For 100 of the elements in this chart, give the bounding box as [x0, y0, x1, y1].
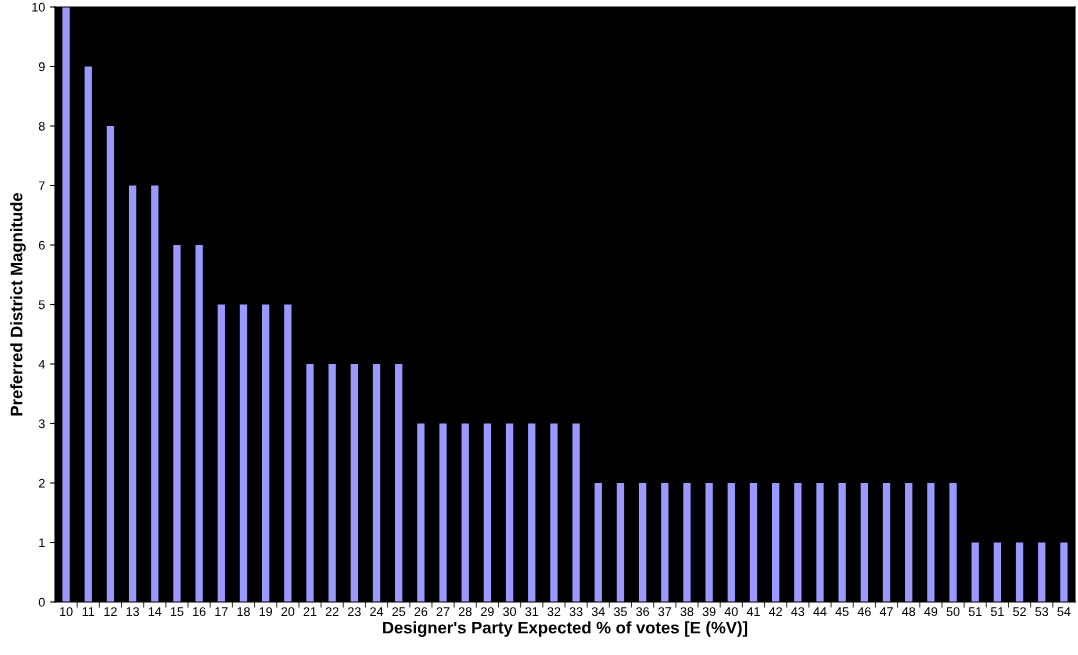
y-tick-label: 1: [39, 538, 45, 548]
bar: [173, 245, 181, 602]
x-tick-label: 17: [215, 607, 228, 616]
bar: [483, 423, 492, 602]
y-tick-label: 10: [32, 2, 45, 12]
x-tick-label: 24: [370, 607, 384, 616]
bar: [128, 185, 137, 602]
x-tick-label: 21: [303, 607, 317, 616]
bar: [838, 483, 846, 602]
bar: [1015, 542, 1024, 602]
x-tick-label: 27: [436, 607, 450, 616]
x-tick-label: 51: [968, 607, 982, 617]
x-tick-label: 41: [746, 607, 760, 616]
bar: [217, 304, 225, 602]
bar: [816, 483, 824, 602]
bar: [638, 483, 647, 602]
y-tick-label: 9: [38, 62, 45, 72]
x-tick-label: 14: [148, 607, 162, 616]
bar: [151, 185, 159, 602]
bar: [62, 7, 70, 602]
bar: [239, 304, 248, 602]
x-tick-label: 25: [392, 607, 406, 617]
x-tick-label: 52: [1013, 607, 1026, 617]
bar: [395, 364, 403, 602]
bar: [328, 364, 336, 602]
x-tick-label: 28: [458, 607, 472, 617]
bar: [594, 483, 602, 602]
bar: [84, 66, 92, 602]
x-tick-label: 12: [104, 607, 117, 616]
bar: [417, 423, 425, 602]
x-tick-label: 51: [990, 607, 1004, 617]
x-tick-label: 43: [791, 607, 805, 617]
x-tick-label: 44: [813, 607, 827, 616]
x-tick-label: 47: [879, 607, 893, 616]
bar: [439, 423, 447, 602]
bar: [572, 423, 580, 602]
x-tick-label: 35: [613, 607, 627, 617]
x-axis-title: Designer's Party Expected % of votes [E (%V)]: [383, 621, 748, 637]
bar: [993, 542, 1002, 602]
bar: [261, 304, 270, 602]
x-tick-label: 45: [835, 607, 849, 617]
x-tick-label: 29: [481, 607, 494, 617]
bar: [882, 483, 891, 602]
x-tick-label: 20: [281, 607, 295, 617]
y-tick-label: 6: [38, 240, 45, 250]
x-tick-label: 26: [414, 607, 428, 617]
x-tick-label: 18: [237, 607, 250, 617]
bar: [905, 483, 913, 602]
x-tick-label: 36: [636, 607, 650, 617]
x-tick-label: 42: [768, 607, 782, 616]
x-tick-label: 46: [857, 607, 871, 617]
x-tick-label: 33: [569, 607, 583, 617]
x-tick-label: 53: [1035, 607, 1049, 617]
x-tick-label: 10: [60, 607, 73, 617]
y-axis-title: Preferred District Magnitude: [10, 193, 26, 416]
x-tick-label: 34: [591, 607, 605, 617]
bar: [661, 483, 669, 602]
x-tick-label: 13: [126, 607, 140, 617]
y-tick-label: 8: [38, 121, 45, 131]
y-tick-label: 3: [38, 419, 45, 429]
y-tick-label: 5: [38, 300, 45, 310]
bar: [106, 126, 115, 602]
bar: [528, 423, 536, 602]
bar: [971, 542, 979, 602]
bar: [550, 423, 558, 602]
bar: [505, 423, 514, 602]
bar: [306, 364, 314, 602]
x-tick-label: 32: [547, 607, 561, 617]
x-tick-label: 19: [259, 607, 273, 617]
bar: [794, 483, 802, 602]
x-tick-label: 39: [702, 607, 716, 617]
x-tick-label: 11: [82, 607, 95, 616]
bar: [705, 483, 713, 602]
x-tick-label: 31: [525, 607, 539, 617]
x-tick-label: 38: [680, 607, 694, 617]
bar: [372, 364, 381, 602]
x-tick-label: 40: [724, 607, 738, 617]
y-tick-label: 4: [38, 359, 45, 369]
x-tick-label: 15: [170, 607, 184, 617]
x-tick-label: 16: [193, 607, 206, 617]
x-tick-label: 30: [503, 607, 517, 617]
bar: [860, 483, 869, 602]
bar: [949, 483, 957, 602]
bar: [616, 483, 625, 602]
bar: [927, 483, 935, 602]
bar: [683, 483, 691, 602]
bar: [1060, 542, 1068, 602]
x-tick-label: 54: [1057, 607, 1071, 617]
y-tick-label: 7: [38, 181, 45, 191]
x-tick-label: 22: [325, 607, 339, 616]
bar: [350, 364, 359, 602]
bar: [749, 483, 758, 602]
bar: [195, 245, 203, 602]
y-tick-label: 2: [38, 478, 45, 488]
x-tick-label: 48: [902, 607, 916, 617]
bar: [1038, 542, 1046, 602]
x-tick-label: 37: [658, 607, 672, 617]
bar: [284, 304, 292, 602]
bar: [461, 423, 469, 602]
bar: [727, 483, 735, 602]
